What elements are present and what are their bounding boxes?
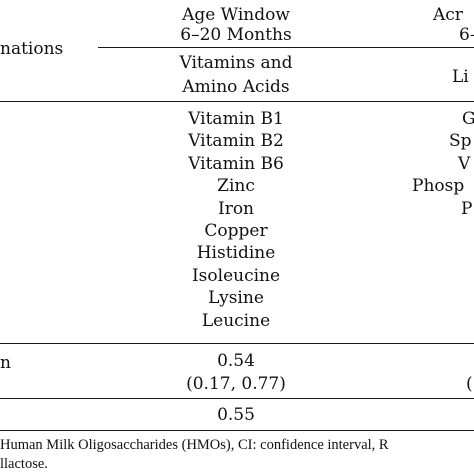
col2-item: P <box>461 199 473 219</box>
subheader-vitamins: Vitamins and <box>179 53 293 73</box>
stats-value: 0.54 <box>217 351 255 371</box>
subheader-rule <box>0 101 474 102</box>
list-item: Isoleucine <box>191 265 281 286</box>
list-item: Copper <box>204 221 268 242</box>
footnote-line1: Human Milk Oligosaccharides (HMOs), CI: … <box>0 437 389 453</box>
list-item: Vitamin B2 <box>188 131 284 152</box>
column-title-age-range: 6–20 Months <box>180 25 292 45</box>
col1-item-list: Vitamin B1 Vitamin B2 Vitamin B6 Zinc Ir… <box>116 108 356 332</box>
subheader-amino-acids: Amino Acids <box>182 77 290 97</box>
stats-row-label: n <box>0 353 11 373</box>
stats-ci: (0.17, 0.77) <box>186 374 286 394</box>
stats-value-2: 0.55 <box>217 405 255 425</box>
stats-rule <box>0 398 474 399</box>
column-title-right-line1: Acr <box>433 5 463 25</box>
row-header-label: nations <box>0 39 64 59</box>
list-item: Leucine <box>201 310 271 331</box>
column-title-right-line2: 6– <box>459 25 474 45</box>
col2-item: Sp <box>449 131 472 151</box>
footnote-line2: llactose. <box>0 456 48 472</box>
subheader-right: Li <box>452 67 469 87</box>
list-item: Histidine <box>196 243 276 264</box>
list-item: Zinc <box>217 176 255 197</box>
list-item: Iron <box>217 198 255 219</box>
col2-item: G <box>462 109 474 129</box>
table-bottom-rule <box>0 430 474 431</box>
items-rule <box>0 343 474 344</box>
col2-item: V <box>458 154 471 174</box>
list-item: Vitamin B1 <box>188 109 284 129</box>
list-item: Lysine <box>208 288 264 309</box>
list-item: Vitamin B6 <box>188 153 284 174</box>
stats-ci-right: ( <box>466 374 473 394</box>
header-rule <box>98 47 474 48</box>
column-title-age-window: Age Window <box>182 5 290 25</box>
col2-item: Phosp <box>412 176 465 196</box>
